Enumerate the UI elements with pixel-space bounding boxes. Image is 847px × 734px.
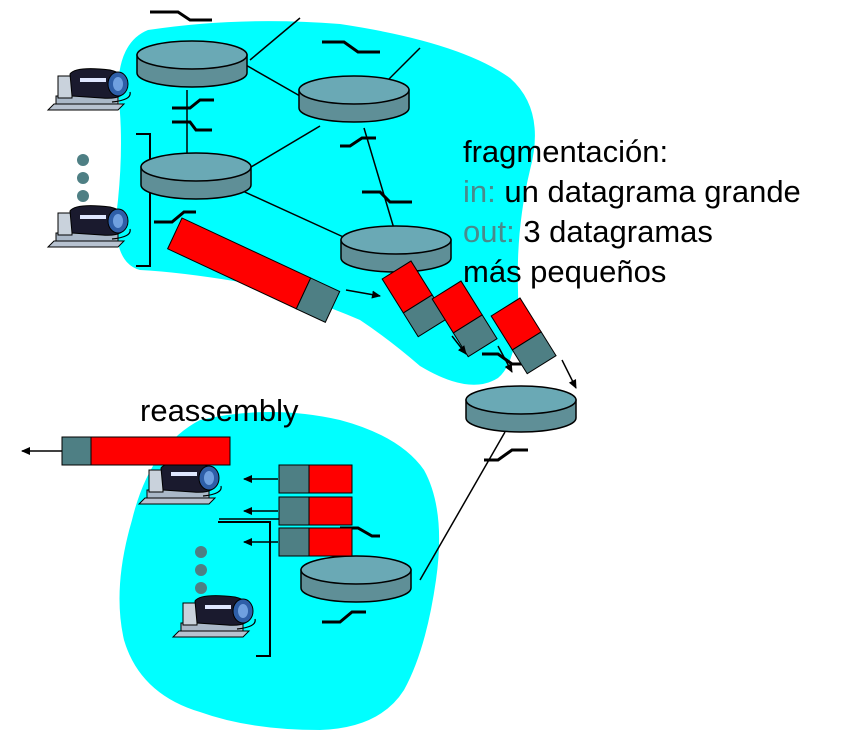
lan-brackets <box>136 133 271 657</box>
caption-in-line: in: un datagrama grande <box>463 172 801 212</box>
link-switch-icons <box>150 10 528 624</box>
router-icon <box>465 385 577 433</box>
fragment-3 <box>490 297 557 375</box>
router-icon <box>140 152 252 200</box>
caption-out-text: 3 datagramas <box>514 214 713 249</box>
caption-in-text: un datagrama grande <box>495 174 801 209</box>
ellipsis-dots-icon <box>195 546 207 594</box>
arrow-icon <box>21 289 577 546</box>
arriving-fragments <box>278 464 353 557</box>
reassembled-datagram <box>61 436 231 466</box>
caption-last-line: más pequeños <box>463 254 667 289</box>
router-icon <box>300 555 412 603</box>
router-icon <box>298 75 410 123</box>
network-links <box>186 17 506 581</box>
router-icon <box>340 225 452 273</box>
caption-title: fragmentación: <box>463 134 669 169</box>
host-computer-icon <box>47 68 131 111</box>
host-computer-icon <box>47 205 131 248</box>
reassembly-label: reassembly <box>140 393 299 428</box>
caption-out-key: out: <box>463 214 515 249</box>
router-icon <box>136 40 248 88</box>
fragmentation-caption: fragmentación: in: un datagrama grande o… <box>463 132 801 292</box>
ellipsis-dots-icon <box>77 154 89 202</box>
large-datagram <box>166 217 341 324</box>
caption-out-line: out: 3 datagramas <box>463 212 801 252</box>
caption-in-key: in: <box>463 174 496 209</box>
